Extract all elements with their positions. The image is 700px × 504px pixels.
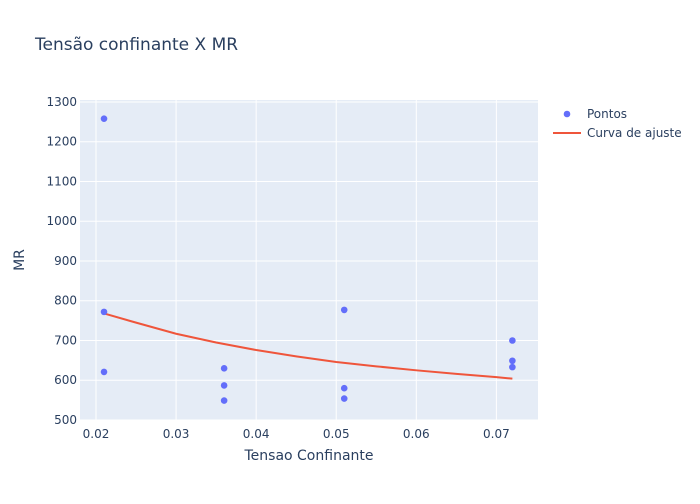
data-point <box>340 395 348 402</box>
data-point <box>340 306 348 314</box>
data-point <box>220 397 228 404</box>
data-point <box>220 382 228 389</box>
y-tick-label: 800 <box>54 294 77 308</box>
legend-marker-points <box>563 110 571 118</box>
x-tick-label: 0.04 <box>243 427 270 441</box>
data-point <box>100 115 108 122</box>
data-point <box>220 365 228 372</box>
data-point <box>100 368 108 376</box>
data-point <box>509 337 516 344</box>
y-tick-label: 900 <box>54 254 77 268</box>
y-tick-label: 1300 <box>46 95 77 109</box>
y-tick-label: 700 <box>54 333 77 347</box>
y-tick-label: 1100 <box>46 174 77 188</box>
x-axis-title: Tensao Confinante <box>243 448 373 464</box>
series-layer <box>100 115 516 404</box>
legend-label-points: Pontos <box>587 107 627 121</box>
x-tick-label: 0.02 <box>83 427 110 441</box>
y-tick-label: 600 <box>54 373 77 387</box>
x-axis-ticks: 0.02 0.03 0.04 0.05 0.06 0.07 <box>83 427 510 441</box>
legend: Pontos Curva de ajuste <box>553 107 682 140</box>
legend-label-curve: Curva de ajuste <box>587 126 682 140</box>
chart-title: Tensão confinante X MR <box>34 35 238 55</box>
y-tick-label: 1000 <box>46 214 77 228</box>
grid-lines <box>80 100 538 421</box>
data-point <box>509 363 516 371</box>
data-point <box>100 308 108 316</box>
x-tick-label: 0.06 <box>403 427 430 441</box>
y-axis-title: MR <box>12 249 28 271</box>
y-tick-label: 1200 <box>46 135 77 149</box>
x-tick-label: 0.03 <box>163 427 190 441</box>
plot-area <box>80 100 538 420</box>
fit-curve-line <box>103 312 513 380</box>
x-tick-label: 0.05 <box>323 427 350 441</box>
y-tick-label: 500 <box>54 413 77 427</box>
y-axis-ticks: 500 600 700 800 900 1000 1100 1200 1300 <box>46 95 77 427</box>
data-point <box>509 357 516 365</box>
x-tick-label: 0.07 <box>483 427 510 441</box>
data-point <box>340 384 348 392</box>
